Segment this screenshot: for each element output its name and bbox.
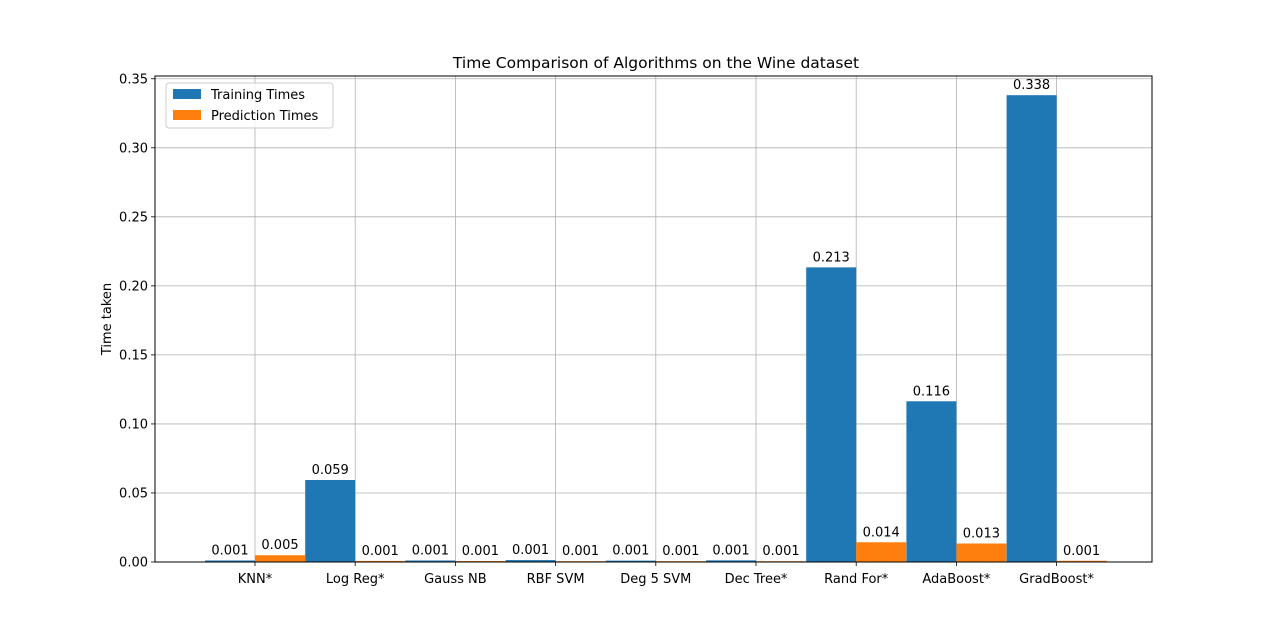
bar-training-times-rbf-svm <box>505 560 556 562</box>
y-tick-label: 0.00 <box>119 556 148 571</box>
y-axis-label: Time taken <box>100 283 115 356</box>
legend-frame <box>165 82 334 129</box>
bar-value-label: 0.338 <box>1013 78 1050 93</box>
bar-training-times-dec-tree <box>706 560 756 562</box>
bar-value-label: 0.013 <box>963 526 1000 541</box>
bar-value-label: 0.001 <box>412 543 449 558</box>
bar-training-times-deg-5-svm <box>605 560 656 562</box>
chart-title: Time Comparison of Algorithms on the Win… <box>452 54 859 72</box>
bar-training-times-knn <box>205 560 255 562</box>
bar-value-label: 0.001 <box>662 544 699 559</box>
bar-value-label: 0.001 <box>362 544 399 559</box>
y-tick-label: 0.35 <box>119 72 148 87</box>
bar-value-label: 0.014 <box>863 525 900 540</box>
bar-prediction-times-gradboost <box>1056 560 1107 562</box>
y-tick-label: 0.20 <box>119 279 148 294</box>
plot-area-frame <box>154 75 1153 563</box>
bar-value-label: 0.001 <box>512 543 549 558</box>
bar-prediction-times-adaboost <box>956 543 1007 562</box>
x-tick-label-log-reg: Log Reg* <box>326 572 385 587</box>
bar-training-times-gauss-nb <box>405 560 456 562</box>
bar-value-label: 0.001 <box>712 543 749 558</box>
bar-prediction-times-rand-for <box>856 542 907 562</box>
bar-value-label: 0.059 <box>312 463 349 478</box>
x-tick-label-dec-tree: Dec Tree* <box>725 572 788 587</box>
bar-value-label: 0.001 <box>211 543 248 558</box>
bar-training-times-rand-for <box>806 267 857 562</box>
bar-value-label: 0.213 <box>813 250 850 265</box>
bar-prediction-times-knn <box>255 555 305 562</box>
x-tick-label-rand-for: Rand For* <box>824 572 889 587</box>
bar-prediction-times-log-reg <box>355 560 406 562</box>
x-tick-label-knn: KNN* <box>238 572 273 587</box>
bar-value-label: 0.005 <box>261 538 298 553</box>
x-tick-label-rbf-svm: RBF SVM <box>527 572 585 587</box>
legend-swatch-prediction-times <box>173 110 201 120</box>
legend-label-prediction-times: Prediction Times <box>211 109 319 124</box>
bar-training-times-adaboost <box>906 401 957 562</box>
bar-value-label: 0.001 <box>762 544 799 559</box>
bar-training-times-gradboost <box>1006 95 1057 563</box>
legend-swatch-training-times <box>173 89 201 99</box>
y-tick-label: 0.10 <box>119 417 148 432</box>
x-tick-label-deg-5-svm: Deg 5 SVM <box>620 572 691 587</box>
bar-value-label: 0.001 <box>612 544 649 559</box>
bar-value-label: 0.001 <box>562 544 599 559</box>
bar-training-times-log-reg <box>305 479 356 562</box>
x-tick-label-adaboost: AdaBoost* <box>922 572 991 587</box>
x-tick-label-gradboost: GradBoost* <box>1019 572 1094 587</box>
y-tick-label: 0.25 <box>119 210 148 225</box>
legend-label-training-times: Training Times <box>210 88 305 103</box>
bar-value-labels: 0.001 0.059 0.001 0.001 0.001 0.001 0.213 0.116… <box>211 78 1100 559</box>
x-tick-label-gauss-nb: Gauss NB <box>424 572 487 587</box>
legend: Training Times Prediction Times <box>165 82 334 129</box>
bars <box>205 95 1107 563</box>
bar-value-label: 0.116 <box>913 384 950 399</box>
y-tick-label: 0.30 <box>119 141 148 156</box>
bar-value-label: 0.001 <box>1063 544 1100 559</box>
y-tick-label: 0.05 <box>119 486 148 501</box>
y-tick-label: 0.15 <box>119 348 148 363</box>
bar-value-label: 0.001 <box>462 544 499 559</box>
axis-ticks: 0.00 0.05 0.10 0.15 0.20 0.25 0.30 0.35 KNN* Log … <box>119 72 1094 587</box>
